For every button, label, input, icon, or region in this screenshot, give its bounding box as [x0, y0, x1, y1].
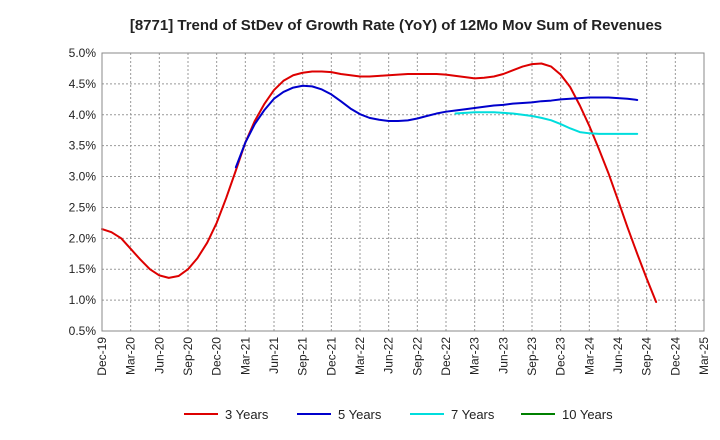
x-tick-label: Sep-23	[525, 337, 539, 376]
y-tick-label: 3.5%	[69, 139, 97, 153]
x-tick-label: Dec-24	[668, 337, 682, 376]
x-axis: Dec-19 Mar-20 Jun-20 Sep-20 Dec-20 Mar-21 Jun-…	[95, 337, 711, 376]
y-tick-label: 1.5%	[69, 262, 97, 276]
x-tick-label: Mar-21	[238, 337, 252, 375]
x-tick-label: Jun-23	[496, 337, 510, 374]
legend-label-10-years: 10 Years	[562, 407, 613, 422]
x-tick-label: Dec-19	[95, 337, 109, 376]
x-tick-label: Sep-21	[296, 337, 310, 376]
y-tick-label: 4.0%	[69, 108, 97, 122]
y-tick-label: 2.0%	[69, 231, 97, 245]
x-tick-label: Dec-23	[554, 337, 568, 376]
x-tick-label: Sep-22	[410, 337, 424, 376]
series-line-5-years	[234, 84, 639, 169]
x-tick-label: Mar-22	[353, 337, 367, 375]
x-tick-label: Dec-21	[324, 337, 338, 376]
x-tick-label: Mar-24	[582, 337, 596, 375]
x-tick-label: Mar-20	[124, 337, 138, 375]
series-lines	[101, 62, 658, 303]
x-tick-label: Jun-22	[382, 337, 396, 374]
y-tick-label: 2.5%	[69, 200, 97, 214]
x-tick-label: Dec-22	[439, 337, 453, 376]
series-line-3-years	[101, 62, 658, 303]
x-tick-label: Dec-20	[210, 337, 224, 376]
plot-area	[102, 53, 704, 331]
legend: 3 Years 5 Years 7 Years 10 Years	[184, 407, 613, 422]
legend-label-7-years: 7 Years	[451, 407, 495, 422]
x-tick-label: Jun-21	[267, 337, 281, 374]
y-tick-label: 1.0%	[69, 293, 97, 307]
y-axis: 0.5% 1.0% 1.5% 2.0% 2.5% 3.0% 3.5% 4.0% 4.5% 5.0%	[69, 46, 97, 338]
chart-title: [8771] Trend of StDev of Growth Rate (Yo…	[130, 17, 662, 34]
x-tick-label: Mar-25	[697, 337, 711, 375]
plot-border	[101, 52, 705, 332]
y-tick-label: 4.5%	[69, 77, 97, 91]
y-tick-label: 3.0%	[69, 170, 97, 184]
x-tick-label: Jun-24	[611, 337, 625, 374]
legend-label-3-years: 3 Years	[225, 407, 269, 422]
series-line-7-years	[454, 111, 639, 135]
y-tick-label: 0.5%	[69, 324, 97, 338]
x-tick-label: Sep-20	[181, 337, 195, 376]
x-tick-label: Sep-24	[640, 337, 654, 376]
legend-label-5-years: 5 Years	[338, 407, 382, 422]
x-tick-label: Mar-23	[468, 337, 482, 375]
x-tick-label: Jun-20	[152, 337, 166, 374]
y-tick-label: 5.0%	[69, 46, 97, 60]
